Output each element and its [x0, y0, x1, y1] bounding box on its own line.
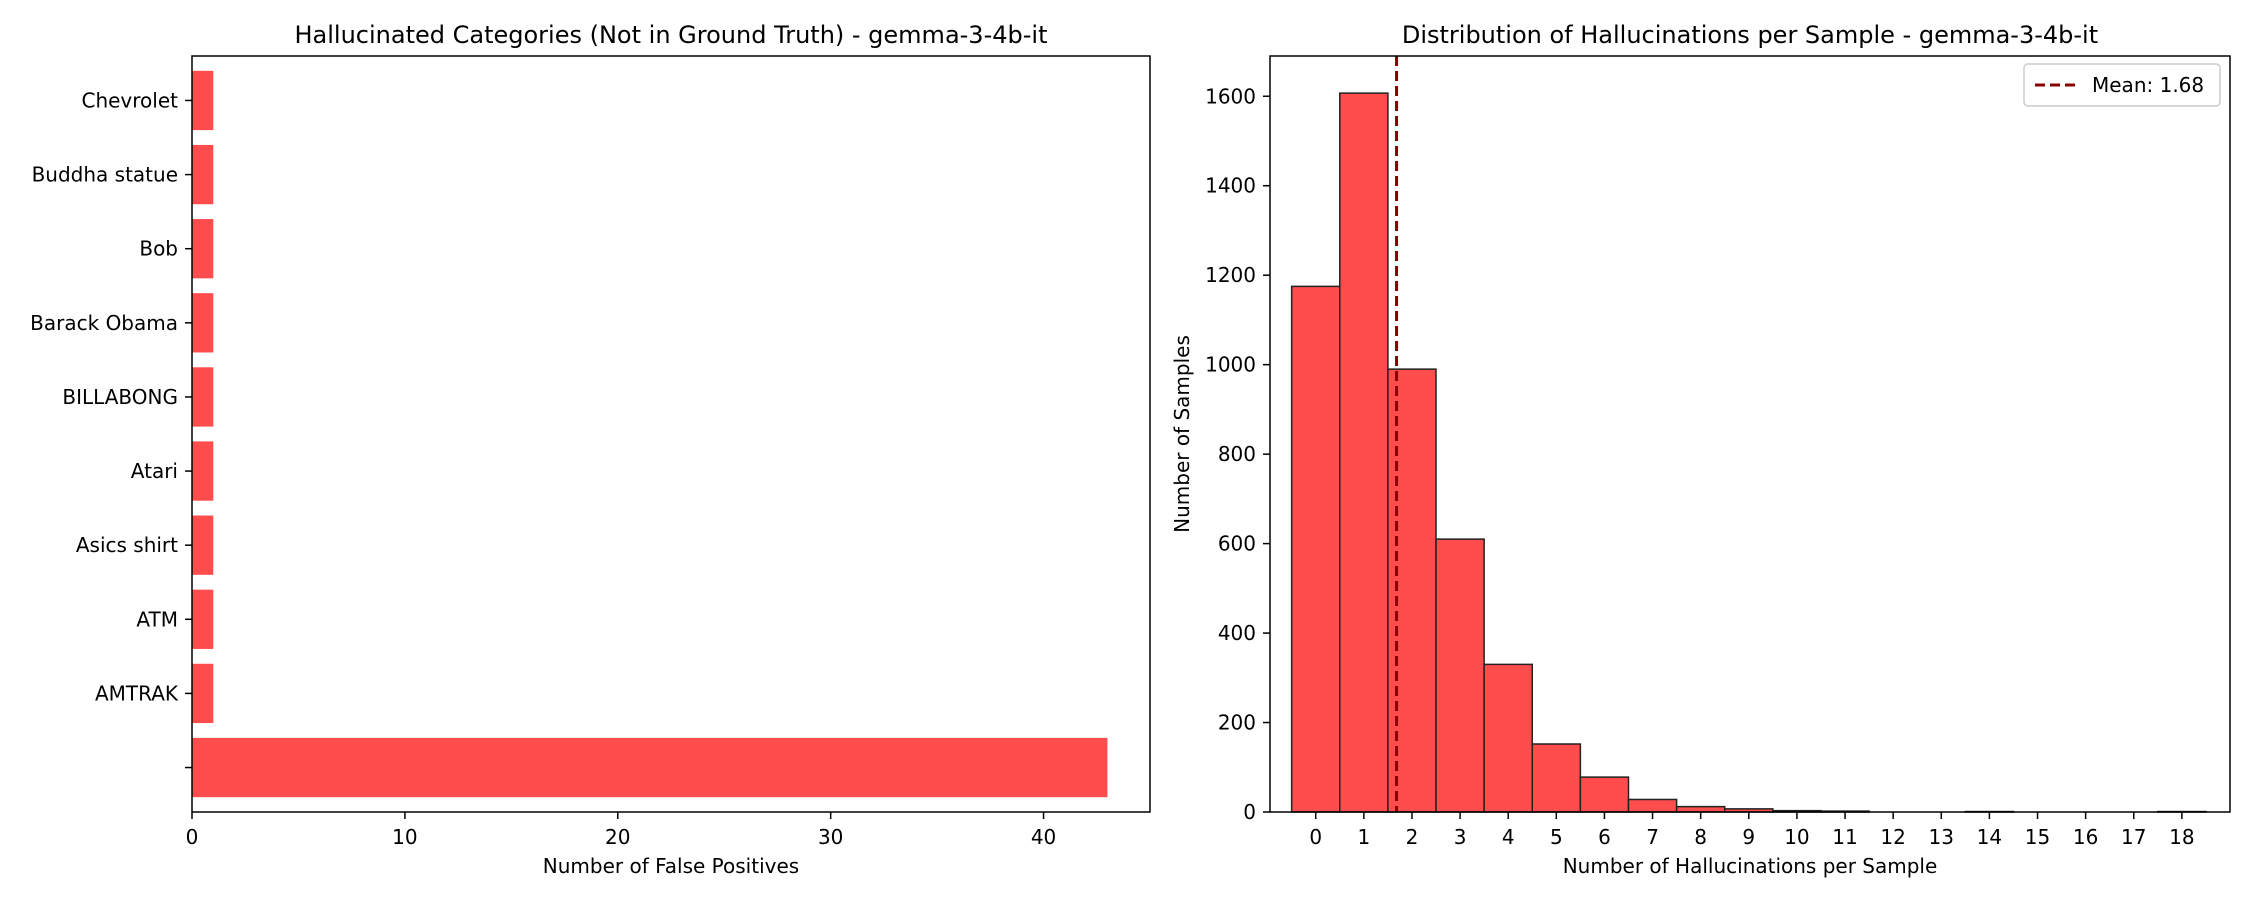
legend: Mean: 1.68: [2023, 63, 2221, 107]
left-x-axis-label: Number of False Positives: [543, 854, 799, 878]
left-y-ticks: AMTRAK ATM Asics shirt Atari BILLABONG Barack…: [30, 88, 192, 769]
histogram-bar: [1675, 805, 1726, 813]
right-x-tick-label: 5: [1550, 825, 1563, 849]
right-x-tick-label: 16: [2073, 825, 2098, 849]
left-bar: [192, 663, 214, 724]
right-x-tick-label: 9: [1742, 825, 1755, 849]
right-x-tick-label: 3: [1454, 825, 1467, 849]
left-x-tick-label: 40: [1031, 825, 1056, 849]
histogram-bar: [1579, 776, 1630, 813]
right-bars: [1290, 92, 2207, 813]
left-y-tick-label: AMTRAK: [95, 681, 179, 705]
right-y-tick-label: 1600: [1205, 84, 1256, 108]
left-bar: [192, 70, 214, 131]
left-chart: Hallucinated Categories (Not in Ground T…: [30, 21, 1151, 878]
left-x-tick-label: 20: [605, 825, 630, 849]
right-y-tick-label: 600: [1218, 532, 1256, 556]
right-x-tick-label: 0: [1309, 825, 1322, 849]
right-x-tick-label: 17: [2121, 825, 2146, 849]
right-plot-frame: [1269, 55, 2231, 813]
right-y-axis-label: Number of Samples: [1170, 335, 1194, 533]
right-x-tick-label: 11: [1832, 825, 1857, 849]
right-x-tick-label: 14: [1977, 825, 2002, 849]
legend-label: Mean: 1.68: [2092, 73, 2204, 97]
left-y-tick-label: Asics shirt: [76, 533, 178, 557]
histogram-bar: [1339, 92, 1389, 813]
left-y-tick-label: ATM: [136, 607, 178, 631]
right-x-tick-label: 12: [1880, 825, 1905, 849]
left-plot-frame: [191, 55, 1151, 813]
left-bar: [192, 367, 214, 427]
right-x-tick-label: 1: [1357, 825, 1370, 849]
right-y-ticks: 0 200 400 600 800 1000 1200 1400 1600: [1205, 84, 1270, 824]
right-chart-title: Distribution of Hallucinations per Sampl…: [1402, 21, 2098, 49]
left-bar: [192, 219, 214, 279]
left-y-tick-label: Chevrolet: [81, 88, 178, 112]
left-x-tick-label: 0: [186, 825, 199, 849]
left-bars: [192, 70, 1108, 798]
left-y-tick-label: Barack Obama: [30, 311, 178, 335]
right-chart: Distribution of Hallucinations per Sampl…: [1170, 21, 2231, 878]
right-x-tick-label: 7: [1646, 825, 1659, 849]
right-y-tick-label: 1000: [1205, 353, 1256, 377]
left-bar: [192, 515, 214, 575]
right-x-tick-label: 13: [1929, 825, 1954, 849]
left-bar: [192, 293, 214, 353]
right-x-tick-label: 6: [1598, 825, 1611, 849]
left-x-tick-label: 30: [818, 825, 843, 849]
legend-frame: [2023, 63, 2221, 107]
histogram-bar: [1483, 663, 1534, 813]
left-y-tick-label: Bob: [139, 237, 178, 261]
right-y-tick-label: 400: [1218, 621, 1256, 645]
left-bar: [192, 441, 214, 501]
right-y-tick-label: 1200: [1205, 263, 1256, 287]
left-x-ticks: 0 10 20 30 40: [186, 812, 1056, 849]
histogram-bar: [1627, 798, 1678, 813]
left-x-tick-label: 10: [392, 825, 417, 849]
right-x-tick-label: 8: [1694, 825, 1707, 849]
right-x-tick-label: 2: [1406, 825, 1419, 849]
right-x-tick-label: 10: [1784, 825, 1809, 849]
left-bar: [192, 589, 214, 649]
right-y-tick-label: 0: [1243, 800, 1256, 824]
right-x-ticks: 0 1 2 3 4 5 6 7 8 9 10 11 12 13 14 15 16 17 18: [1309, 812, 2195, 849]
left-chart-title: Hallucinated Categories (Not in Ground T…: [295, 21, 1048, 49]
right-y-tick-label: 1400: [1205, 174, 1256, 198]
histogram-bar: [1435, 538, 1485, 813]
left-y-tick-label: Atari: [131, 459, 178, 483]
right-x-axis-label: Number of Hallucinations per Sample: [1563, 854, 1938, 878]
right-x-tick-label: 18: [2169, 825, 2194, 849]
left-y-tick-label: Buddha statue: [32, 163, 178, 187]
left-bar: [192, 144, 214, 205]
left-y-tick-label: BILLABONG: [62, 385, 178, 409]
right-y-tick-label: 800: [1218, 442, 1256, 466]
left-bar: [192, 737, 1108, 798]
right-y-tick-label: 200: [1218, 711, 1256, 735]
histogram-bar: [1290, 285, 1341, 813]
right-x-tick-label: 15: [2025, 825, 2050, 849]
right-x-tick-label: 4: [1502, 825, 1515, 849]
histogram-bar: [1531, 743, 1582, 813]
